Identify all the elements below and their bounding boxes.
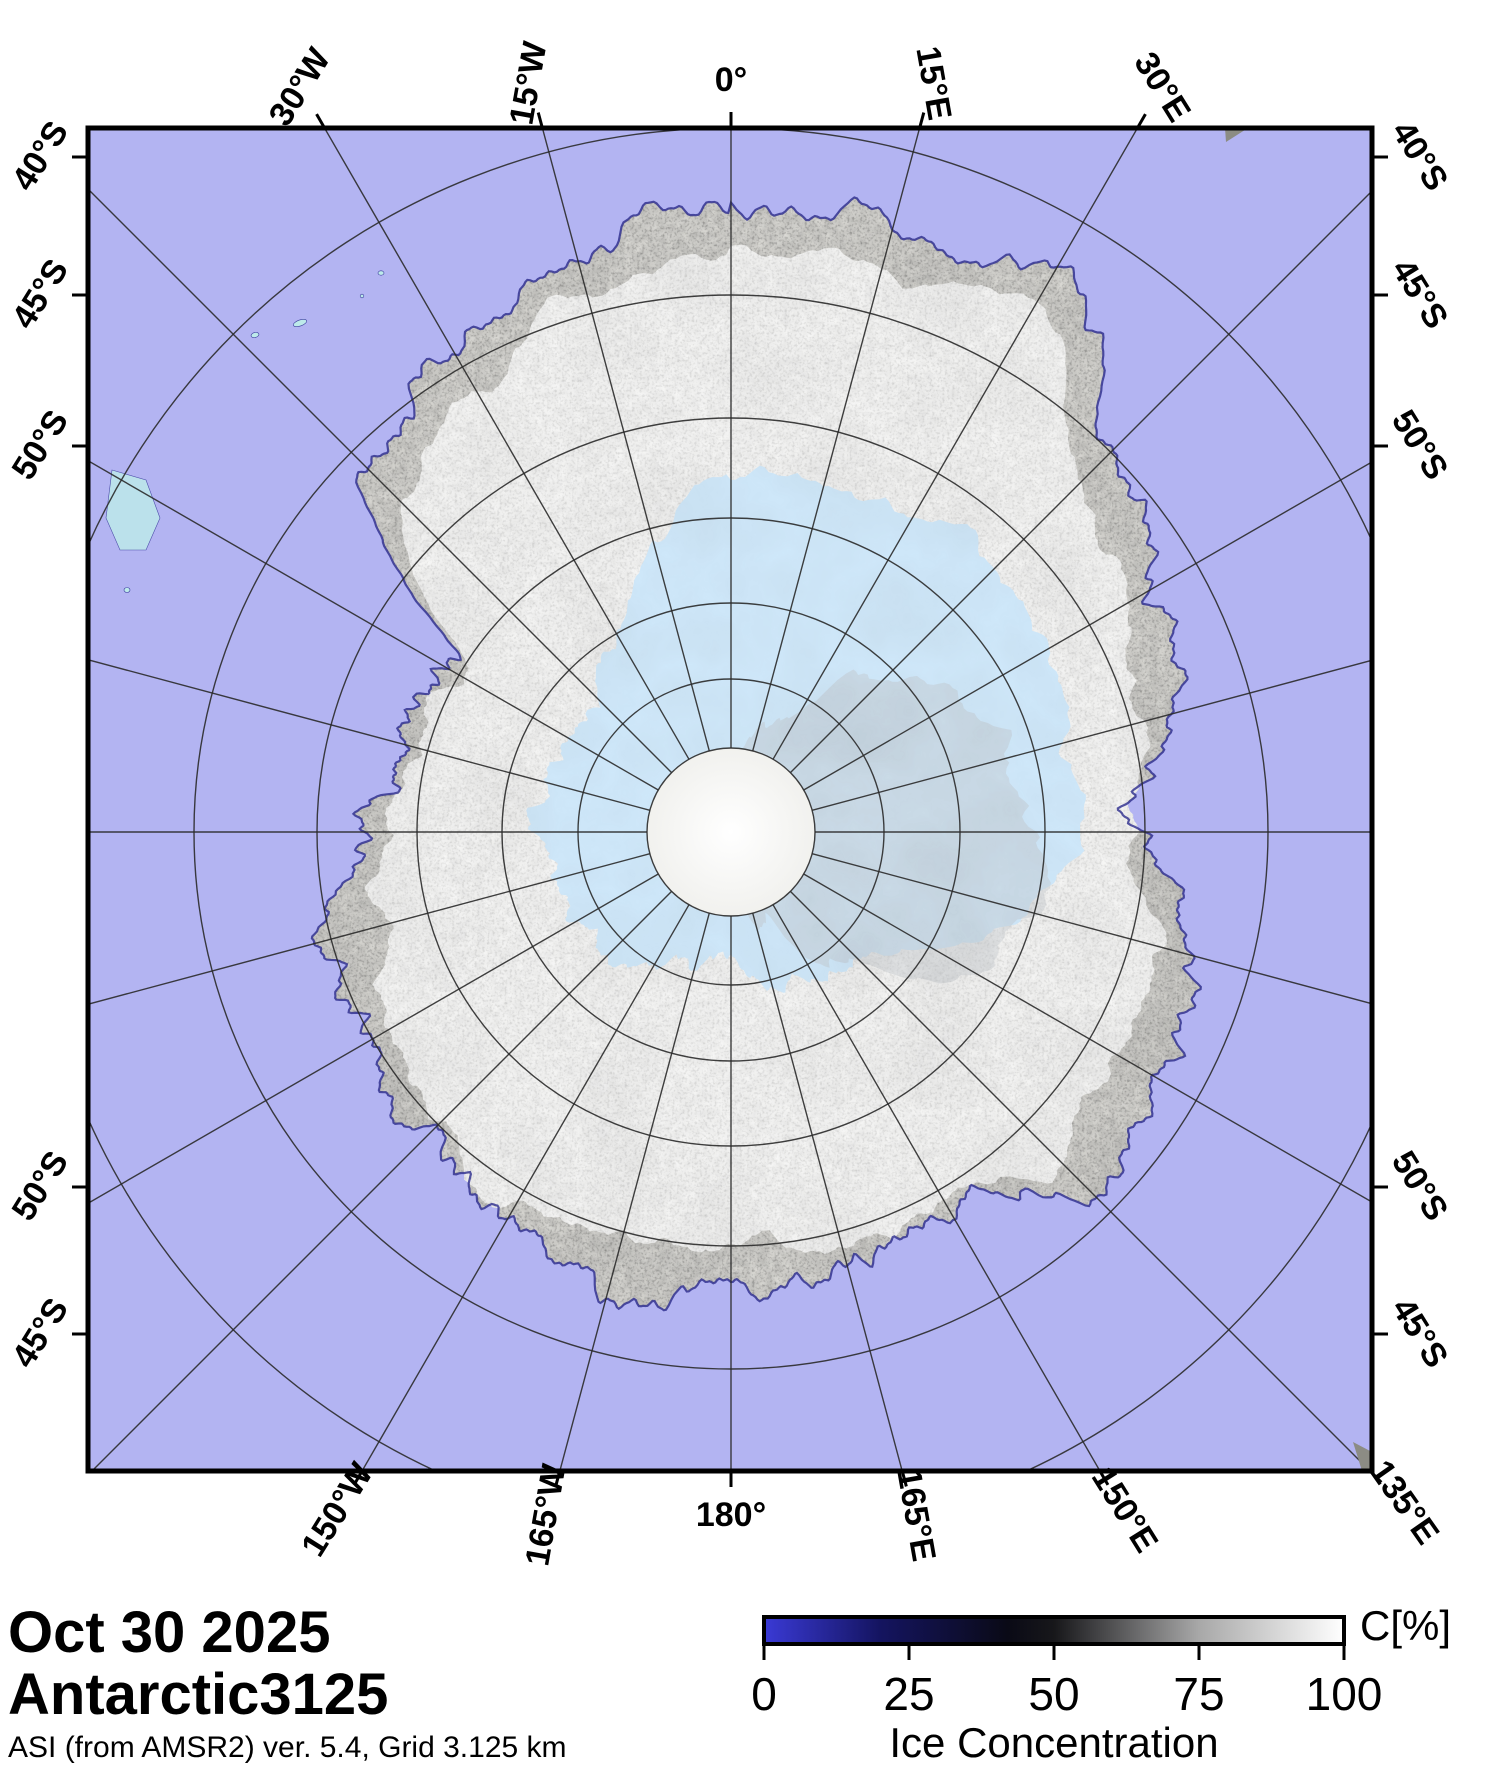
svg-text:ASI (from AMSR2) ver. 5.4, G: ASI (from AMSR2) ver. 5.4, Grid 3.125 km — [8, 1731, 567, 1764]
svg-text:100: 100 — [1306, 1668, 1383, 1720]
svg-text:C[%]: C[%] — [1360, 1602, 1451, 1649]
svg-text:180°: 180° — [696, 1496, 766, 1534]
svg-text:0: 0 — [751, 1668, 777, 1720]
svg-text:75: 75 — [1173, 1668, 1224, 1720]
svg-text:Ice Concentration: Ice Concentration — [889, 1719, 1218, 1766]
svg-text:Oct 30 2025: Oct 30 2025 — [8, 1600, 330, 1665]
svg-text:50: 50 — [1028, 1668, 1079, 1720]
svg-text:0°: 0° — [715, 61, 748, 99]
svg-text:Antarctic3125: Antarctic3125 — [8, 1662, 388, 1727]
svg-text:25: 25 — [883, 1668, 934, 1720]
